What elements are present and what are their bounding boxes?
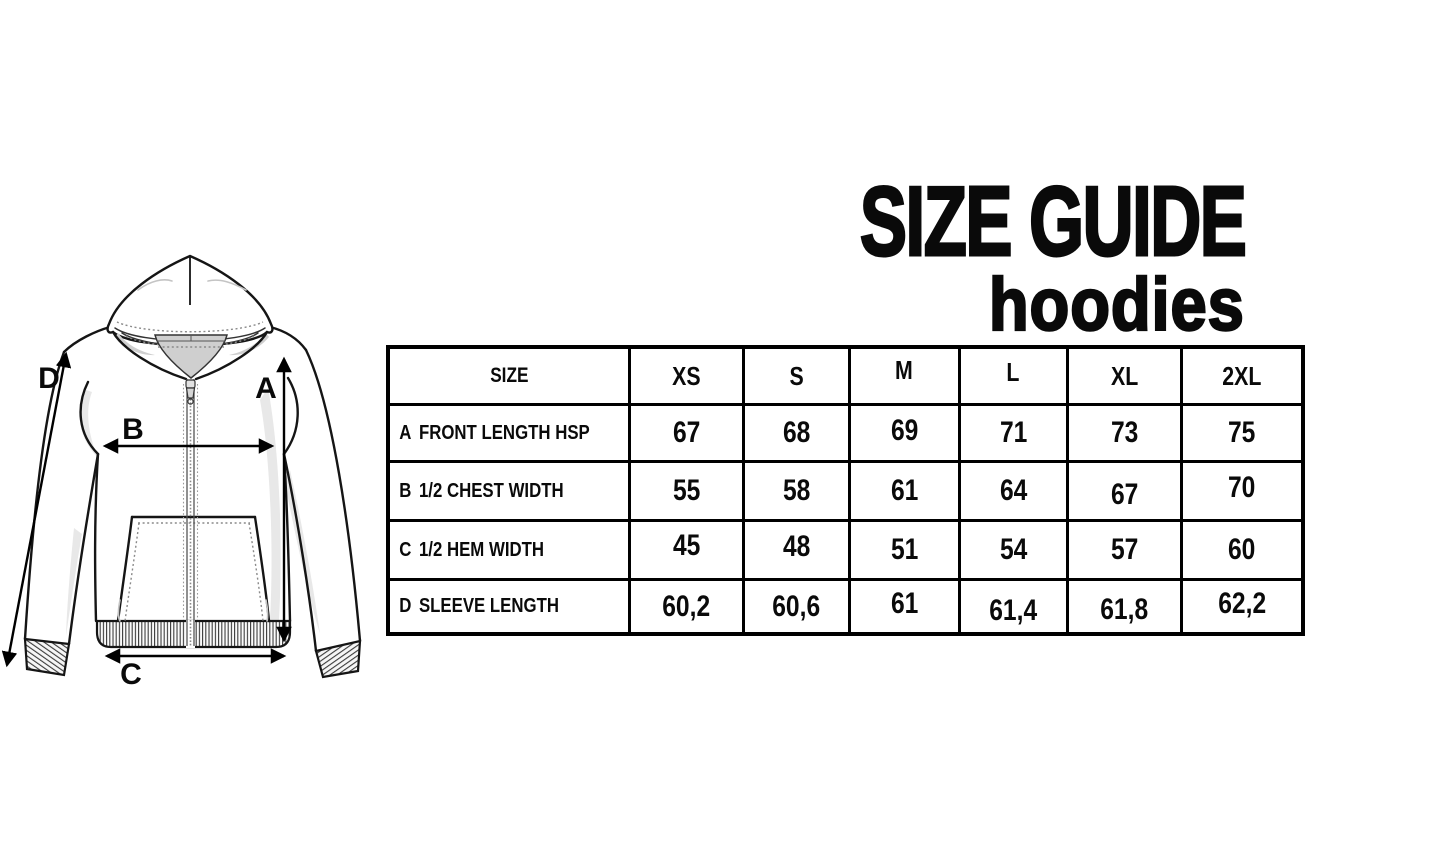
hoodie-hood <box>106 254 274 381</box>
col-header-xs: XS <box>627 345 745 406</box>
size-table: SIZE XS S M L XL 2XL A FRONT LENGTH HSP 6… <box>386 345 1306 636</box>
page-title: SIZE GUIDE <box>858 166 1247 276</box>
measure-label-b: B <box>122 413 144 446</box>
size-value-cell: 51 <box>847 519 961 581</box>
size-table-header-row: SIZE XS S M L XL 2XL <box>386 345 1305 406</box>
size-value-cell: 61,8 <box>1065 578 1183 636</box>
size-value-cell: 57 <box>1065 519 1183 581</box>
row-label: C 1/2 HEM WIDTH <box>386 519 631 581</box>
size-value-cell: 60,2 <box>627 578 745 636</box>
size-value-cell: 67 <box>627 403 745 463</box>
size-value-cell: 67 <box>1065 460 1183 522</box>
hoodie-zipper <box>182 379 199 646</box>
size-value-cell: 69 <box>847 403 961 463</box>
measure-arrow-d <box>1 351 72 668</box>
size-header-cell: SIZE <box>386 345 631 406</box>
table-row-hem-width: C 1/2 HEM WIDTH 45 48 51 54 57 60 <box>386 519 1305 581</box>
page-subtitle: hoodies <box>988 263 1245 346</box>
table-row-front-length: A FRONT LENGTH HSP 67 68 69 71 73 75 <box>386 403 1305 463</box>
size-value-cell: 58 <box>741 460 851 522</box>
row-label: A FRONT LENGTH HSP <box>386 403 631 463</box>
row-label: D SLEEVE LENGTH <box>386 578 631 636</box>
size-value-cell: 68 <box>741 403 851 463</box>
col-header-2xl: 2XL <box>1179 345 1305 406</box>
measure-label-c: C <box>120 658 142 691</box>
hoodie-diagram: A B C D <box>1 254 362 691</box>
size-value-cell: 71 <box>957 403 1069 463</box>
size-value-cell: 60,6 <box>741 578 851 636</box>
size-value-cell: 60 <box>1179 519 1305 581</box>
size-value-cell: 45 <box>627 519 745 581</box>
size-value-cell: 75 <box>1179 403 1305 463</box>
col-header-l: L <box>957 345 1069 406</box>
col-header-s: S <box>741 345 851 406</box>
table-row-sleeve-length: D SLEEVE LENGTH 60,2 60,6 61 61,4 61,8 62… <box>386 578 1305 636</box>
measure-label-a: A <box>255 372 277 405</box>
size-value-cell: 64 <box>957 460 1069 522</box>
row-label: B 1/2 CHEST WIDTH <box>386 460 631 522</box>
size-value-cell: 62,2 <box>1179 578 1305 636</box>
measure-label-d: D <box>38 362 60 395</box>
size-value-cell: 61 <box>847 460 961 522</box>
size-value-cell: 70 <box>1179 460 1305 522</box>
col-header-m: M <box>847 345 961 406</box>
col-header-xl: XL <box>1065 345 1183 406</box>
size-value-cell: 48 <box>741 519 851 581</box>
size-value-cell: 61 <box>847 578 961 636</box>
size-value-cell: 55 <box>627 460 745 522</box>
table-row-chest-width: B 1/2 CHEST WIDTH 55 58 61 64 67 70 <box>386 460 1305 522</box>
size-value-cell: 61,4 <box>957 578 1069 636</box>
size-value-cell: 73 <box>1065 403 1183 463</box>
size-value-cell: 54 <box>957 519 1069 581</box>
